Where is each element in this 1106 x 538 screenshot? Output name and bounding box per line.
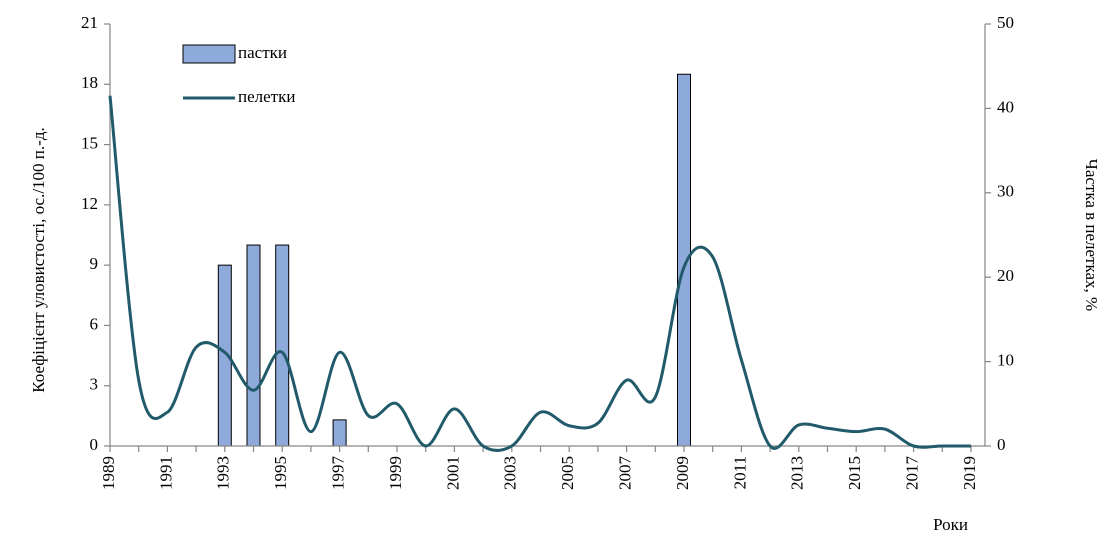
x-tick-label: 2019: [960, 456, 979, 490]
y-tick-label: 12: [81, 194, 98, 213]
y2-tick-label: 20: [997, 266, 1014, 285]
y2-tick-label: 30: [997, 182, 1014, 201]
legend-label: пелетки: [238, 87, 295, 106]
x-tick-label: 2017: [903, 456, 922, 491]
line: [108, 95, 971, 452]
y-axis-title: Коефіцієнт уловистості, ос./100 п.-д.: [29, 127, 48, 392]
x-tick-label: 1999: [386, 456, 405, 490]
y2-tick-label: 10: [997, 351, 1014, 370]
bar: [332, 419, 347, 447]
y2-tick-label: 50: [997, 13, 1014, 32]
x-tick-label: 2011: [730, 456, 749, 489]
x-tick-label: 2005: [558, 456, 577, 490]
legend-swatch: [182, 44, 236, 64]
y-tick-label: 9: [90, 254, 99, 273]
x-tick-label: 2013: [788, 456, 807, 490]
x-tick-label: 2009: [673, 456, 692, 490]
x-tick-label: 1989: [99, 456, 118, 490]
x-tick-label: 1997: [329, 456, 348, 491]
y-tick-label: 6: [90, 314, 99, 333]
legend-label: пастки: [238, 43, 287, 62]
y-tick-label: 18: [81, 73, 98, 92]
x-tick-label: 1995: [271, 456, 290, 490]
x-tick-label: 1991: [156, 456, 175, 490]
x-tick-label: 2015: [845, 456, 864, 490]
y2-axis-title: Частка в пелетках, %: [1082, 159, 1101, 311]
y-tick-label: 15: [81, 133, 98, 152]
y2-tick-label: 40: [997, 97, 1014, 116]
y-tick-label: 3: [90, 375, 99, 394]
bar: [246, 244, 261, 447]
y-tick-label: 0: [90, 435, 99, 454]
y-tick-label: 21: [81, 13, 98, 32]
x-tick-label: 2007: [616, 456, 635, 491]
x-tick-label: 1993: [214, 456, 233, 490]
bar: [275, 244, 290, 447]
x-tick-label: 2001: [443, 456, 462, 490]
x-axis-title: Роки: [933, 515, 968, 534]
x-tick-label: 2003: [501, 456, 520, 490]
y2-tick-label: 0: [997, 435, 1006, 454]
